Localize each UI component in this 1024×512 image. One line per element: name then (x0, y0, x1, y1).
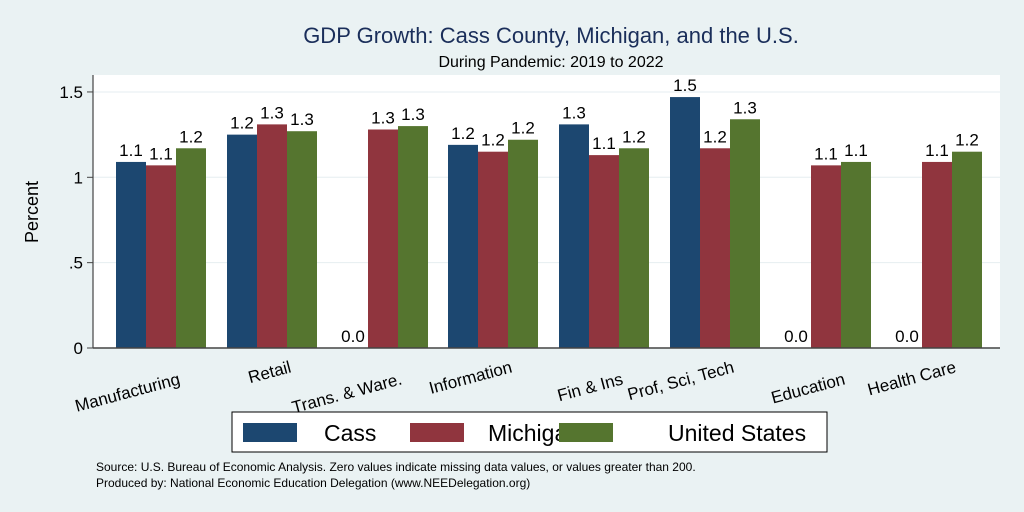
legend-label: Cass (324, 420, 376, 446)
source-note: Source: U.S. Bureau of Economic Analysis… (96, 460, 696, 474)
bar-value-label: 1.1 (119, 141, 143, 160)
bar-value-label: 1.1 (844, 141, 868, 160)
y-ticks: 0 .5 1 1.5 (59, 83, 93, 358)
bar-united-states (730, 119, 760, 349)
bar-value-label: 1.2 (230, 114, 254, 133)
y-tick-label: 0 (74, 339, 83, 358)
bar-labels: 1.1 1.1 1.2 1.2 1.3 1.3 0.0 1.3 1.3 1.2 1.2 1.2 1.3 1… (119, 76, 979, 346)
bar-value-label: 1.1 (925, 141, 949, 160)
bar-united-states (287, 131, 317, 348)
bar-united-states (841, 161, 871, 348)
bar-value-label: 1.3 (290, 110, 314, 129)
legend (231, 411, 828, 453)
bar-cass (448, 144, 478, 348)
produced-by-note: Produced by: National Economic Education… (96, 476, 530, 490)
legend-label: United States (668, 420, 806, 446)
bar-michigan (368, 129, 398, 348)
bar-cass (227, 134, 257, 348)
bar-value-label: 1.2 (955, 131, 979, 150)
legend-items: Cass Michigan United States (243, 420, 806, 446)
legend-swatch-cass (243, 423, 297, 442)
bar-value-label: 0.0 (895, 327, 919, 346)
legend-swatch-united-states (559, 423, 613, 442)
bar-value-label: 1.3 (371, 109, 395, 128)
bar-value-label: 1.2 (481, 131, 505, 150)
bar-united-states (508, 139, 538, 348)
bar-cass (559, 124, 589, 349)
bar-value-label: 1.3 (562, 103, 586, 122)
bar-michigan (478, 151, 508, 348)
bar-value-label: 1.5 (673, 76, 697, 95)
y-tick-label: .5 (69, 254, 83, 273)
chart-title: GDP Growth: Cass County, Michigan, and t… (303, 23, 799, 48)
bar-value-label: 1.3 (401, 105, 425, 124)
bar-value-label: 0.0 (341, 327, 365, 346)
bar-value-label: 1.2 (451, 124, 475, 143)
bar-value-label: 1.2 (179, 127, 203, 146)
bar-value-label: 1.2 (703, 127, 727, 146)
bar-united-states (619, 148, 649, 348)
bar-cass (116, 161, 146, 348)
bar-michigan (922, 161, 952, 348)
y-tick-label: 1.5 (59, 83, 83, 102)
y-axis-label: Percent (22, 181, 42, 243)
chart-subtitle: During Pandemic: 2019 to 2022 (438, 54, 663, 71)
bar-value-label: 1.2 (622, 127, 646, 146)
legend-swatch-michigan (410, 423, 464, 442)
bar-value-label: 1.1 (149, 144, 173, 163)
bar-michigan (257, 124, 287, 349)
y-tick-label: 1 (74, 168, 83, 187)
bar-michigan (589, 155, 619, 348)
bar-value-label: 1.3 (260, 103, 284, 122)
bar-united-states (952, 151, 982, 348)
bar-united-states (398, 126, 428, 348)
bars (116, 97, 982, 349)
bar-cass (670, 97, 700, 348)
bar-united-states (176, 148, 206, 348)
bar-michigan (700, 148, 730, 348)
bar-value-label: 1.1 (592, 134, 616, 153)
bar-michigan (146, 165, 176, 348)
bar-michigan (811, 165, 841, 348)
bar-value-label: 1.2 (511, 119, 535, 138)
bar-value-label: 1.1 (814, 144, 838, 163)
bar-value-label: 0.0 (784, 327, 808, 346)
bar-value-label: 1.3 (733, 98, 757, 117)
